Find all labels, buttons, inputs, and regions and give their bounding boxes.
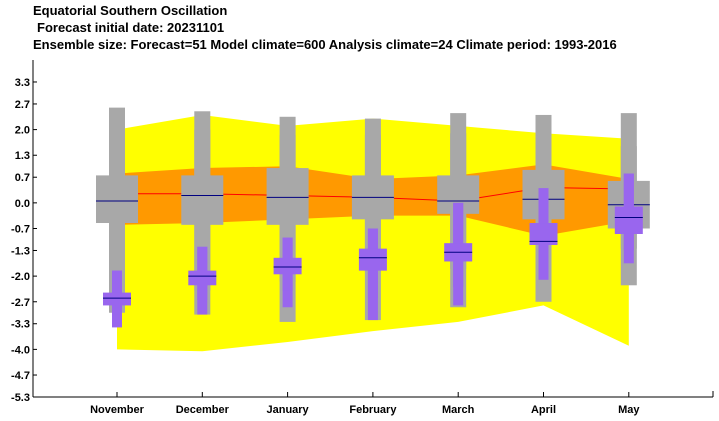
y-tick-label: -0.7 (11, 224, 30, 236)
x-tick-label-march: March (442, 404, 475, 416)
x-tick-label-november: November (90, 404, 145, 416)
forecast-box-25-75-box (273, 257, 302, 275)
forecast-box-january (273, 237, 302, 308)
forecast-box-march (444, 202, 473, 306)
y-tick-label: 3.3 (15, 77, 30, 89)
forecast-box-november (103, 270, 131, 328)
x-tick-label-may: May (618, 404, 640, 416)
y-tick-label: 0.0 (15, 198, 30, 210)
x-tick-label-january: January (266, 404, 309, 416)
y-tick-label: -4.0 (11, 344, 30, 356)
chart-title-block: Equatorial Southern Oscillation Forecast… (33, 2, 617, 53)
forecast-box-25-75-box (529, 223, 558, 245)
forecast-box-25-75-box (188, 270, 217, 286)
y-tick-label: -2.0 (11, 271, 30, 283)
model-climate-box-25-75-box (96, 175, 138, 224)
forecast-initial-date: Forecast initial date: 20231101 (37, 20, 225, 35)
forecast-box-25-75-box (103, 292, 131, 306)
x-tick-label-april: April (531, 404, 556, 416)
model-climate-box-25-75-box (181, 175, 224, 225)
x-tick-label-february: February (349, 404, 397, 416)
x-tick-label-december: December (176, 404, 230, 416)
y-tick-label: 0.7 (15, 172, 30, 184)
forecast-box-25-75-box (358, 248, 387, 271)
forecast-box-december (188, 246, 217, 315)
forecast-box-may (614, 173, 643, 264)
y-tick-label: -1.3 (11, 245, 30, 257)
forecast-box-25-75-box (614, 206, 643, 234)
forecast-boxes-layer (103, 173, 643, 328)
model-climate-box-november (96, 107, 138, 313)
y-tick-label: 2.0 (15, 125, 30, 137)
y-tick-label: 2.7 (15, 99, 30, 111)
forecast-box-february (358, 228, 387, 321)
axes-layer: 3.3 2.7 2.0 1.3 0.7 0.0 -0.7 -1.3 -2.0 -2.7 -3.3 -4… (11, 60, 714, 416)
forecast-box-april (529, 188, 558, 280)
chart-title: Equatorial Southern Oscillation (33, 3, 228, 18)
model-climate-box-25-75-box (266, 168, 309, 225)
y-tick-label: -2.7 (11, 297, 30, 309)
y-tick-label: -3.3 (11, 319, 30, 331)
ensemble-size-info: Ensemble size: Forecast=51 Model climate… (33, 37, 617, 52)
y-tick-label: -4.7 (11, 370, 30, 382)
y-tick-label: -5.3 (11, 392, 30, 404)
y-tick-label: 1.3 (15, 150, 30, 162)
